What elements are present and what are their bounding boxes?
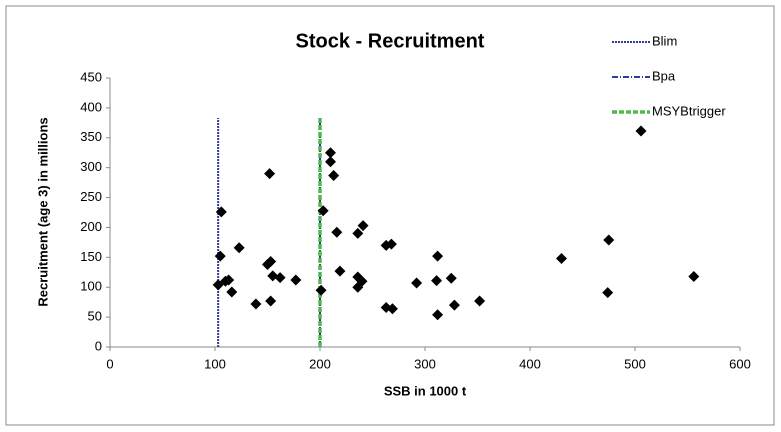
point — [290, 274, 302, 286]
point — [432, 250, 444, 262]
y-tick-label: 400 — [80, 99, 102, 114]
point — [432, 309, 444, 321]
y-tick-label: 450 — [80, 69, 102, 84]
point — [265, 256, 277, 268]
x-tick-label: 0 — [106, 356, 113, 371]
x-tick-label: 500 — [624, 356, 646, 371]
point — [328, 169, 340, 181]
point — [250, 298, 262, 310]
point — [334, 265, 346, 277]
chart-title: Stock - Recruitment — [296, 30, 485, 52]
point — [556, 253, 567, 265]
y-tick-label: 150 — [80, 249, 102, 264]
point — [325, 156, 336, 168]
legend-label: MSYBtrigger — [652, 103, 726, 118]
point — [264, 168, 276, 180]
point — [603, 234, 615, 246]
y-tick-label: 300 — [80, 159, 102, 174]
y-axis-label: Recruitment (age 3) in millions — [35, 117, 50, 306]
y-tick-label: 100 — [80, 279, 102, 294]
point — [317, 205, 329, 217]
point — [265, 295, 277, 307]
point — [448, 299, 460, 311]
point — [357, 220, 369, 232]
point — [233, 242, 245, 254]
x-tick-label: 400 — [519, 356, 541, 371]
y-tick-label: 200 — [80, 219, 102, 234]
x-axis-label: SSB in 1000 t — [384, 383, 467, 398]
legend-marker — [635, 125, 647, 137]
point — [602, 287, 614, 299]
point — [226, 286, 238, 298]
y-tick-label: 50 — [88, 309, 102, 324]
point — [445, 272, 457, 284]
point — [386, 303, 398, 315]
point — [274, 272, 286, 284]
point — [325, 147, 336, 159]
point — [223, 274, 235, 286]
point — [411, 277, 423, 289]
x-tick-label: 200 — [309, 356, 331, 371]
x-tick-label: 100 — [204, 356, 226, 371]
legend-label: Blim — [652, 33, 677, 48]
point — [688, 270, 700, 282]
point — [352, 281, 364, 293]
point — [315, 284, 327, 296]
point — [352, 227, 364, 239]
point — [474, 295, 486, 307]
point — [214, 250, 226, 262]
point — [331, 226, 343, 238]
y-tick-label: 350 — [80, 129, 102, 144]
y-tick-label: 0 — [95, 338, 102, 353]
y-tick-label: 250 — [80, 189, 102, 204]
x-tick-label: 300 — [414, 356, 436, 371]
chart-border — [5, 5, 775, 426]
point — [267, 270, 279, 282]
point — [385, 238, 397, 250]
point — [431, 275, 443, 287]
point — [215, 206, 227, 218]
x-tick-label: 600 — [729, 356, 751, 371]
legend-label: Bpa — [652, 68, 676, 83]
